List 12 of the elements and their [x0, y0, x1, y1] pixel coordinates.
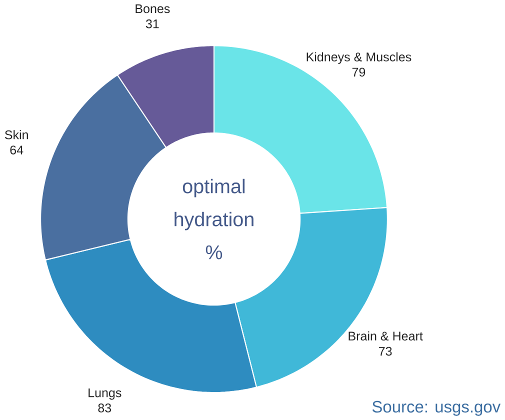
slice-label: Skin: [4, 130, 28, 140]
source-note: Source: usgs.gov: [372, 400, 501, 416]
slice-label: Brain & Heart: [348, 331, 423, 340]
slice-label: Lungs: [88, 388, 122, 400]
text: optimal hydration %: [174, 178, 254, 260]
data-label: 31: [146, 19, 159, 28]
data-label: 79: [352, 68, 366, 76]
slice-label: Bones: [136, 4, 170, 14]
data-label: 83: [98, 403, 112, 412]
data-label: 73: [378, 346, 392, 356]
data-label: 64: [10, 145, 24, 154]
slice-label: Kidneys & Muscles: [306, 52, 412, 64]
